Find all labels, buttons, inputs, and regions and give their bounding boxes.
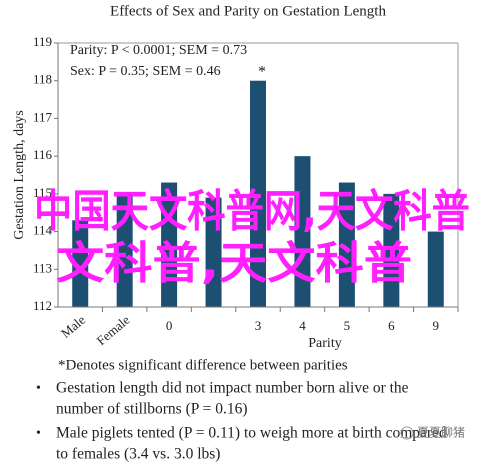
watermark: 文科普,天文科普	[56, 238, 412, 289]
x-tick-label: 6	[388, 318, 395, 333]
x-tick-label: 3	[255, 318, 262, 333]
significance-marker: *	[258, 63, 266, 80]
y-tick-label: 113	[33, 260, 52, 275]
x-tick-label: 0	[166, 318, 173, 333]
bar	[427, 231, 444, 307]
x-tick-label: 4	[299, 318, 306, 333]
y-axis-label: Gestation Length, days	[12, 110, 27, 239]
bullet: •	[36, 426, 41, 441]
y-tick-label: 119	[33, 34, 52, 49]
bar	[161, 182, 178, 307]
bar	[338, 182, 355, 307]
bar	[294, 156, 311, 307]
bullet-text: Gestation length did not impact number b…	[56, 380, 409, 397]
footnote: *Denotes significant difference between …	[58, 357, 348, 373]
chart-title: Effects of Sex and Parity on Gestation L…	[110, 3, 386, 19]
y-tick-label: 114	[33, 223, 53, 238]
bullet-text: number of stillborns (P = 0.16)	[56, 401, 248, 418]
y-tick-label: 116	[33, 147, 53, 162]
bar	[116, 193, 133, 307]
bar	[72, 220, 89, 307]
annotation: Sex: P = 0.35; SEM = 0.46	[70, 64, 221, 79]
watermark: 中国天文科普网,天文科普	[34, 186, 470, 237]
bullet-text: to females (3.4 vs. 3.0 lbs)	[56, 446, 220, 463]
logo: 夏夏聊猪	[417, 426, 465, 440]
y-tick-label: 112	[33, 298, 52, 313]
bar	[383, 193, 400, 307]
x-tick-label: 9	[433, 318, 440, 333]
x-tick-label: 5	[344, 318, 351, 333]
bullet: •	[36, 381, 41, 396]
bullet-text: Male piglets tented (P = 0.11) to weigh …	[56, 425, 447, 442]
y-tick-label: 117	[33, 109, 53, 124]
logo-icon	[400, 426, 414, 440]
y-tick-label: 118	[33, 72, 52, 87]
x-tick-label: Male	[58, 312, 88, 341]
x-axis-label: Parity	[308, 336, 341, 351]
x-tick-label: Female	[94, 312, 133, 348]
bar	[205, 197, 222, 307]
annotation: Parity: P < 0.0001; SEM = 0.73	[70, 43, 247, 58]
bar	[250, 80, 266, 307]
y-tick-label: 115	[33, 185, 52, 200]
